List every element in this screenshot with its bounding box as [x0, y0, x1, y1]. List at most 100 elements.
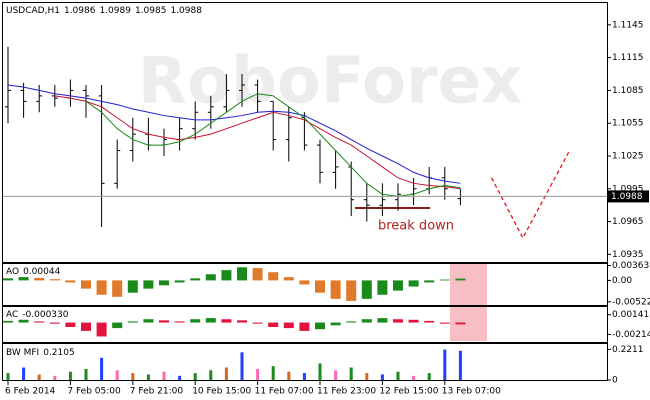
histogram-bar — [3, 320, 13, 323]
highlight — [450, 263, 487, 341]
mfi-bar — [302, 373, 306, 380]
y-tick-label: 1.0935 — [612, 250, 644, 260]
histogram-bar — [96, 280, 107, 295]
x-tick-label: 7 Feb 05:00 — [67, 387, 121, 397]
header-value: 1.0988 — [170, 6, 202, 16]
histogram-bar — [221, 270, 232, 281]
mfi-bar — [458, 350, 462, 380]
mfi-bar — [53, 375, 57, 380]
histogram-bar — [408, 319, 419, 323]
indicator-value: 0.00044 — [23, 267, 60, 277]
histogram-bar — [112, 322, 123, 329]
mfi-bar — [22, 367, 26, 380]
histogram-bar — [190, 278, 201, 281]
histogram-bar — [34, 277, 45, 281]
histogram-bar — [143, 319, 154, 323]
header-value: 1.0989 — [99, 6, 131, 16]
annotation: break down — [378, 219, 454, 234]
moving-average — [7, 84, 461, 184]
histogram-bar — [112, 280, 123, 297]
mfi-bar — [131, 373, 135, 380]
mfi-bar — [162, 371, 166, 380]
histogram-bar — [174, 280, 185, 283]
panel-header: AO 0.00044 — [6, 267, 61, 277]
mfi-bar — [349, 367, 353, 380]
watermark: RoboForex — [138, 45, 522, 119]
y-tick-label: 0.00 — [612, 276, 632, 286]
chart-header: USDCAD,H1 1.0986 1.0989 1.0985 1.0988 — [6, 6, 202, 16]
histogram-bar — [252, 322, 263, 324]
moving-average — [54, 95, 461, 190]
y-tick-label: 0.00363 — [612, 261, 649, 271]
histogram-bar — [299, 322, 310, 331]
x-tick-label: 7 Feb 21:00 — [130, 387, 184, 397]
histogram-bar — [439, 279, 450, 281]
panel-header: AC -0.000330 — [6, 310, 69, 320]
histogram-bar — [439, 322, 450, 324]
x-tick-label: 11 Feb 07:00 — [255, 387, 314, 397]
mfi-bar — [193, 373, 197, 380]
histogram-bar — [49, 279, 60, 281]
histogram-bar — [361, 280, 372, 299]
histogram-bar — [268, 322, 279, 327]
symbol: USDCAD,H1 — [6, 6, 60, 16]
y-tick-label: 1.1055 — [612, 119, 644, 129]
histogram-bar — [205, 274, 216, 281]
y-tick-label: 1.1115 — [612, 53, 644, 63]
mfi-bar — [6, 373, 10, 380]
histogram-bar — [127, 321, 138, 323]
mfi-bar — [115, 370, 119, 380]
y-tick-label: -0.002141 — [612, 330, 650, 340]
histogram-bar — [346, 280, 357, 301]
mfi-bar — [271, 366, 275, 380]
histogram-bar — [18, 319, 29, 323]
histogram-bar — [455, 278, 466, 281]
histogram-bar — [3, 278, 13, 281]
histogram-bar — [455, 322, 466, 325]
x-tick-label: 13 Feb 07:00 — [442, 387, 501, 397]
panel-header: BW MFI 0.2105 — [6, 348, 75, 358]
panel-frame — [2, 263, 608, 306]
histogram-bar — [315, 322, 325, 330]
histogram-bar — [361, 319, 372, 323]
mfi-bar — [396, 371, 400, 380]
mfi-bar — [443, 349, 447, 380]
y-tick-label: 1.1145 — [612, 20, 644, 30]
y-tick-label: 0.2211 — [612, 345, 644, 355]
panel-frame — [2, 2, 608, 263]
histogram-bar — [393, 319, 403, 323]
histogram-bar — [18, 277, 29, 281]
histogram-bar — [330, 322, 341, 326]
y-tick-label: 1.0995 — [612, 184, 644, 194]
mfi-bar — [68, 371, 72, 380]
forecast-line — [491, 150, 571, 240]
x-tick-label: 11 Feb 23:00 — [317, 387, 376, 397]
histogram-bar — [315, 280, 325, 293]
histogram-bar — [205, 318, 216, 323]
panel-frame — [2, 306, 608, 343]
histogram-bar — [424, 320, 435, 323]
histogram-bar — [237, 267, 247, 281]
mfi-bar — [84, 368, 88, 380]
histogram-bar — [283, 322, 294, 329]
y-tick-label: 0 — [612, 376, 618, 386]
mfi-bar — [37, 374, 41, 380]
y-tick-label: 1.1025 — [612, 151, 644, 161]
histogram-bar — [65, 280, 76, 283]
y-tick-label: 0.001411 — [612, 310, 650, 320]
indicator-value: -0.000330 — [22, 310, 68, 320]
histogram-bar — [127, 280, 138, 293]
mfi-bar — [365, 373, 369, 380]
indicator-name: BW MFI — [6, 348, 39, 358]
mfi-bar — [146, 374, 150, 380]
mfi-bar — [380, 374, 384, 380]
indicator-value: 0.2105 — [43, 348, 75, 358]
x-tick-label: 6 Feb 2014 — [5, 387, 56, 397]
mfi-bar — [178, 375, 182, 380]
histogram-bar — [221, 319, 232, 323]
header-value: 1.0985 — [135, 6, 167, 16]
histogram-bar — [377, 280, 388, 295]
histogram-bar — [159, 320, 169, 323]
header-value: 1.0986 — [64, 6, 96, 16]
